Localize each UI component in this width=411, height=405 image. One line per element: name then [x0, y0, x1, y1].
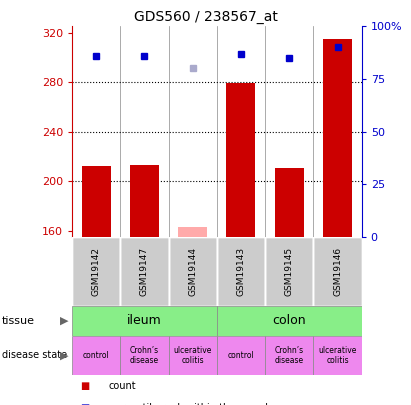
Bar — [169, 336, 217, 375]
Bar — [323, 39, 352, 237]
Text: percentile rank within the sample: percentile rank within the sample — [109, 403, 274, 405]
Bar — [226, 83, 256, 237]
Bar — [120, 237, 169, 306]
Text: GSM19143: GSM19143 — [236, 247, 245, 296]
Text: GSM19146: GSM19146 — [333, 247, 342, 296]
Text: ▶: ▶ — [60, 350, 68, 360]
Text: control: control — [83, 351, 109, 360]
Bar — [314, 336, 362, 375]
Bar — [265, 336, 314, 375]
Text: ileum: ileum — [127, 314, 162, 328]
Text: GSM19147: GSM19147 — [140, 247, 149, 296]
Text: ulcerative
colitis: ulcerative colitis — [173, 346, 212, 365]
Text: ▶: ▶ — [60, 316, 68, 326]
Text: GSM19144: GSM19144 — [188, 247, 197, 296]
Text: control: control — [228, 351, 254, 360]
Text: colon: colon — [272, 314, 306, 328]
Text: Crohn’s
disease: Crohn’s disease — [130, 346, 159, 365]
Bar — [72, 306, 217, 336]
Text: tissue: tissue — [2, 316, 35, 326]
Bar — [217, 306, 362, 336]
Bar — [178, 227, 207, 237]
Text: count: count — [109, 381, 136, 391]
Text: GSM19142: GSM19142 — [92, 247, 101, 296]
Bar — [81, 166, 111, 237]
Text: ulcerative
colitis: ulcerative colitis — [319, 346, 357, 365]
Text: disease state: disease state — [2, 350, 67, 360]
Bar — [130, 165, 159, 237]
Bar — [72, 336, 120, 375]
Text: ■: ■ — [80, 381, 90, 391]
Text: GSM19145: GSM19145 — [285, 247, 294, 296]
Text: Crohn’s
disease: Crohn’s disease — [275, 346, 304, 365]
Text: GDS560 / 238567_at: GDS560 / 238567_at — [134, 10, 277, 24]
Bar — [72, 237, 120, 306]
Bar — [217, 237, 265, 306]
Bar — [169, 237, 217, 306]
Bar — [314, 237, 362, 306]
Bar — [120, 336, 169, 375]
Text: ■: ■ — [80, 403, 90, 405]
Bar — [275, 168, 304, 237]
Bar — [265, 237, 314, 306]
Bar — [217, 336, 265, 375]
